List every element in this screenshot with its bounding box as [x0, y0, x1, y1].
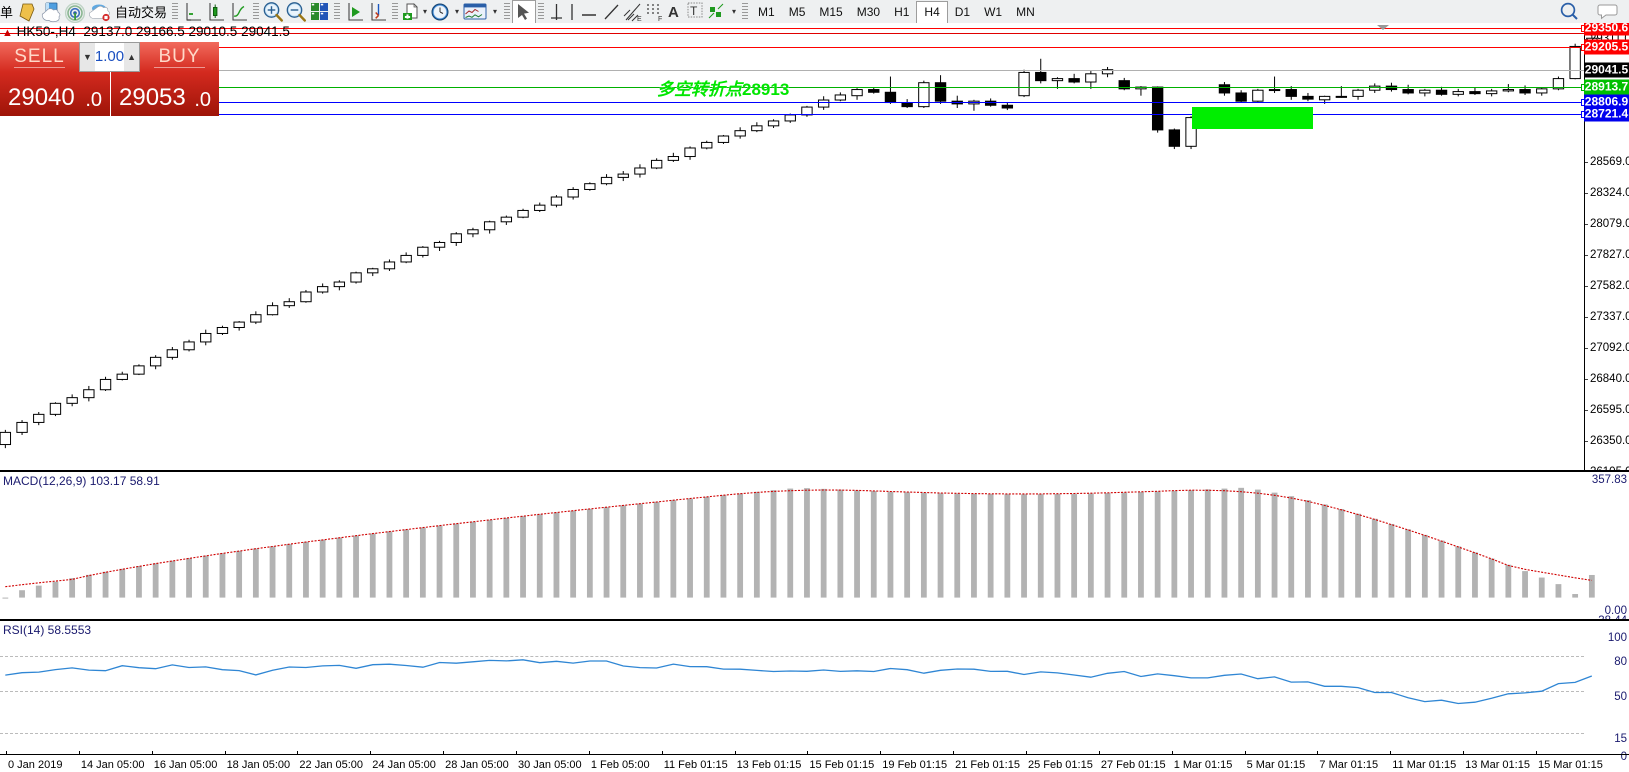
svg-text:T: T: [690, 4, 698, 18]
svg-text:E: E: [637, 16, 642, 23]
svg-text:A: A: [668, 4, 679, 21]
svg-text:F: F: [658, 16, 662, 23]
